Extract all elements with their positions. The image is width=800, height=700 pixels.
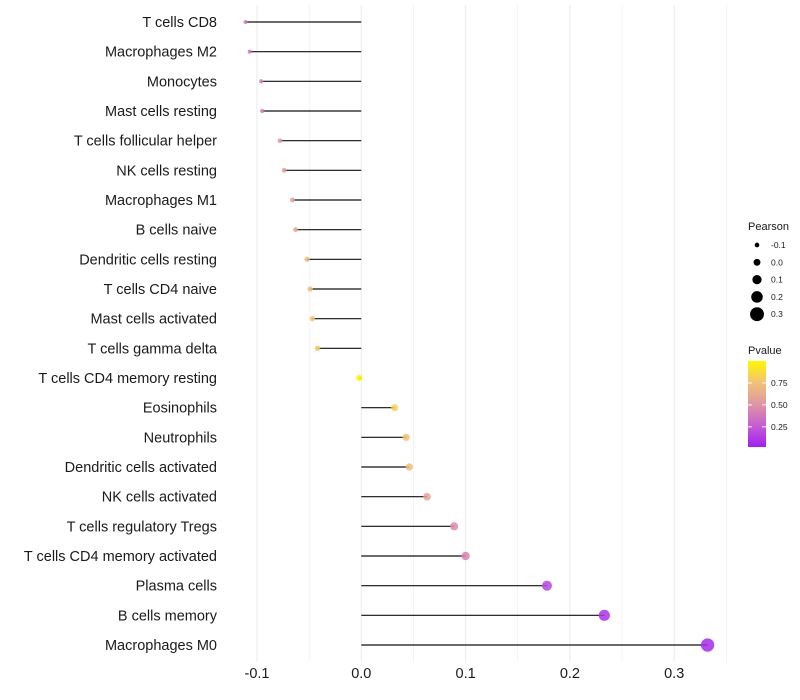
- legend-size-label: 0.0: [771, 257, 783, 267]
- legend-colorbar: [748, 361, 766, 447]
- x-tick-label: 0.3: [664, 666, 684, 682]
- y-tick-label: Neutrophils: [144, 430, 217, 446]
- y-tick-label: Mast cells resting: [105, 104, 217, 120]
- legend-size-label: 0.1: [771, 275, 783, 285]
- y-tick-label: Plasma cells: [136, 579, 217, 595]
- y-tick-label: B cells naive: [136, 223, 217, 239]
- lollipop-point: [450, 522, 459, 531]
- legend-size-key: [750, 307, 764, 322]
- lollipop-point: [290, 197, 295, 203]
- y-tick-label: Monocytes: [147, 74, 217, 90]
- y-tick-label: T cells CD4 memory resting: [38, 371, 217, 387]
- legend-color-label: 0.25: [771, 422, 788, 432]
- lollipop-point: [243, 20, 248, 24]
- y-tick-label: NK cells activated: [102, 490, 217, 506]
- lollipop-point: [402, 433, 410, 441]
- y-tick-label: Mast cells activated: [90, 312, 217, 328]
- lollipop-point: [309, 316, 315, 322]
- lollipop-point: [277, 138, 283, 144]
- y-tick-label: T cells CD4 naive: [104, 282, 217, 298]
- lollipop-point: [356, 374, 363, 382]
- lollipop-point: [391, 404, 399, 412]
- legend-color-label: 0.75: [771, 378, 788, 388]
- y-tick-label: NK cells resting: [116, 163, 217, 179]
- lollipop-point: [423, 492, 431, 501]
- legend-size-label: -0.1: [771, 240, 786, 250]
- lollipop-point: [461, 551, 470, 561]
- legend-size-title: Pearson: [748, 221, 789, 233]
- y-tick-label: T cells CD8: [142, 15, 217, 31]
- lollipop-point: [281, 167, 287, 173]
- x-tick-label: 0.2: [560, 666, 580, 682]
- y-tick-label: T cells regulatory Tregs: [67, 519, 217, 535]
- y-tick-label: Macrophages M2: [105, 45, 217, 61]
- lollipop-point: [259, 79, 264, 84]
- x-tick-label: 0.0: [351, 666, 371, 682]
- lollipop-point: [598, 609, 610, 621]
- lollipop-point: [293, 227, 299, 233]
- lollipop-point: [314, 345, 321, 352]
- y-tick-label: Macrophages M1: [105, 193, 217, 209]
- x-tick-label: 0.1: [456, 666, 476, 682]
- y-tick-label: Macrophages M0: [105, 638, 217, 654]
- lollipop-point: [260, 108, 265, 114]
- lollipop-point: [541, 580, 552, 591]
- legend-color-title: Pvalue: [748, 345, 782, 357]
- y-tick-label: Dendritic cells resting: [79, 252, 217, 268]
- lollipop-point: [307, 286, 313, 292]
- legend-size-label: 0.3: [771, 309, 783, 319]
- y-tick-label: Eosinophils: [143, 401, 217, 417]
- y-tick-label: T cells follicular helper: [74, 134, 217, 150]
- legend-size-key: [752, 274, 762, 285]
- legend-color-label: 0.50: [771, 400, 788, 410]
- x-tick-label: -0.1: [245, 666, 270, 682]
- y-tick-label: T cells CD4 memory activated: [24, 549, 217, 565]
- lollipop-point: [247, 49, 252, 54]
- lollipop-point: [700, 638, 715, 652]
- y-tick-label: T cells gamma delta: [88, 341, 218, 357]
- legend-size-key: [754, 242, 760, 248]
- legend-size-label: 0.2: [771, 292, 783, 302]
- lollipop-point: [405, 463, 413, 471]
- legend-size-key: [753, 258, 761, 266]
- lollipop-point: [304, 256, 310, 262]
- y-tick-label: Dendritic cells activated: [65, 460, 217, 476]
- y-tick-label: B cells memory: [118, 608, 218, 624]
- legend-size-key: [751, 291, 763, 303]
